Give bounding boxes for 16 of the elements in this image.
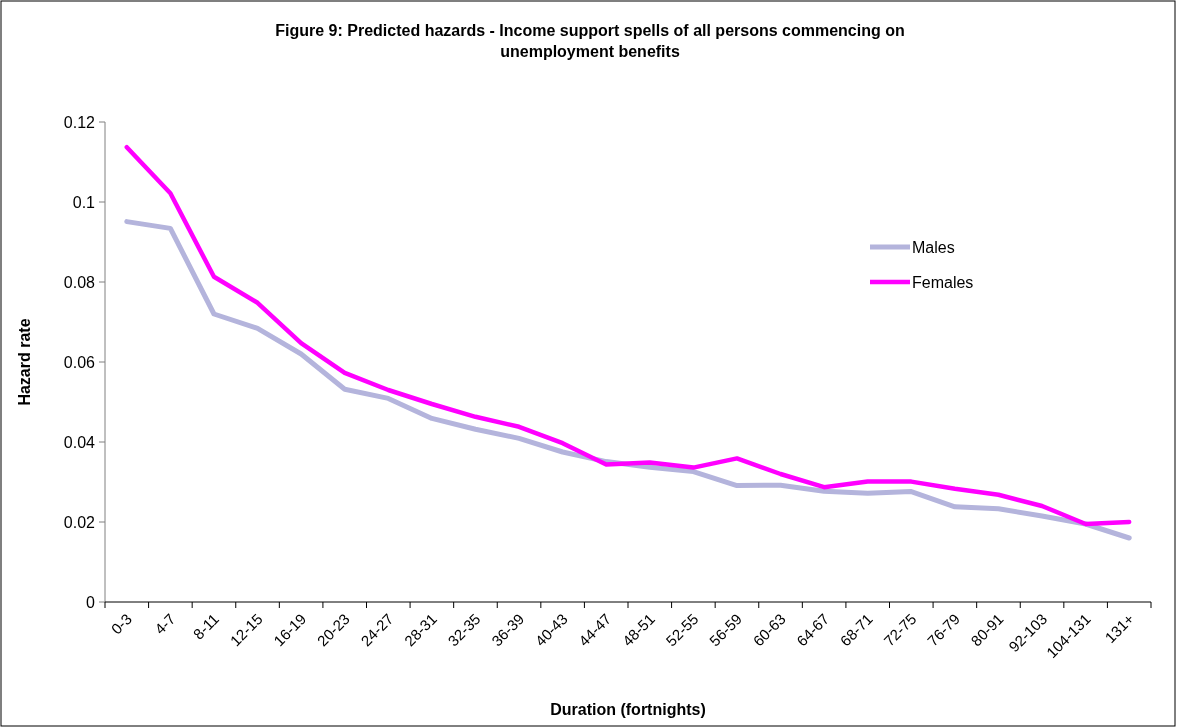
x-axis-title: Duration (fortnights) bbox=[550, 701, 706, 718]
legend-label: Females bbox=[912, 274, 974, 291]
y-tick-label: 0.08 bbox=[63, 274, 96, 291]
legend-label: Males bbox=[912, 239, 955, 256]
chart-title: Figure 9: Predicted hazards - Income support spells of all persons commencing on unemployment benefits bbox=[275, 22, 905, 60]
y-tick-label: 0.04 bbox=[63, 434, 96, 451]
y-tick-label: 0.12 bbox=[63, 114, 96, 131]
y-tick-label: 0 bbox=[86, 594, 96, 611]
x-tick-label: 0-3 bbox=[107, 610, 135, 638]
y-tick-label: 0.1 bbox=[72, 194, 96, 211]
line-series bbox=[124, 144, 1132, 527]
y-tick-label: 0.02 bbox=[63, 514, 96, 531]
y-axis-title: Hazard rate bbox=[16, 318, 33, 406]
x-tick-label: 4-7 bbox=[151, 610, 179, 638]
y-tick-label: 0.06 bbox=[63, 354, 96, 371]
x-tick-label: 8-11 bbox=[189, 610, 223, 643]
